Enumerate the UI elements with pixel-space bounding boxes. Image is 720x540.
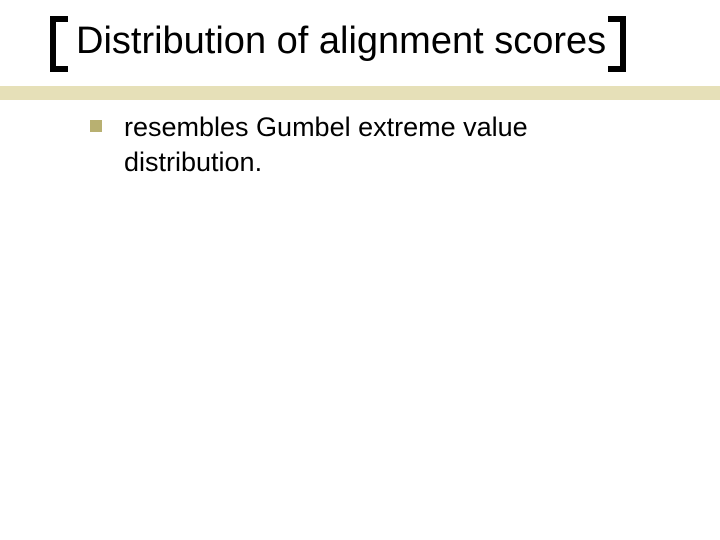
slide-container: Distribution of alignment scores resembl… — [0, 0, 720, 180]
slide-title: Distribution of alignment scores — [76, 20, 606, 64]
bullet-text: resembles Gumbel extreme value distribut… — [124, 110, 610, 180]
title-region: Distribution of alignment scores — [50, 16, 626, 72]
square-bullet-icon — [90, 120, 102, 132]
body-region: resembles Gumbel extreme value distribut… — [50, 110, 670, 180]
left-bracket-icon — [50, 16, 68, 72]
right-bracket-icon — [608, 16, 626, 72]
bullet-item: resembles Gumbel extreme value distribut… — [90, 110, 610, 180]
